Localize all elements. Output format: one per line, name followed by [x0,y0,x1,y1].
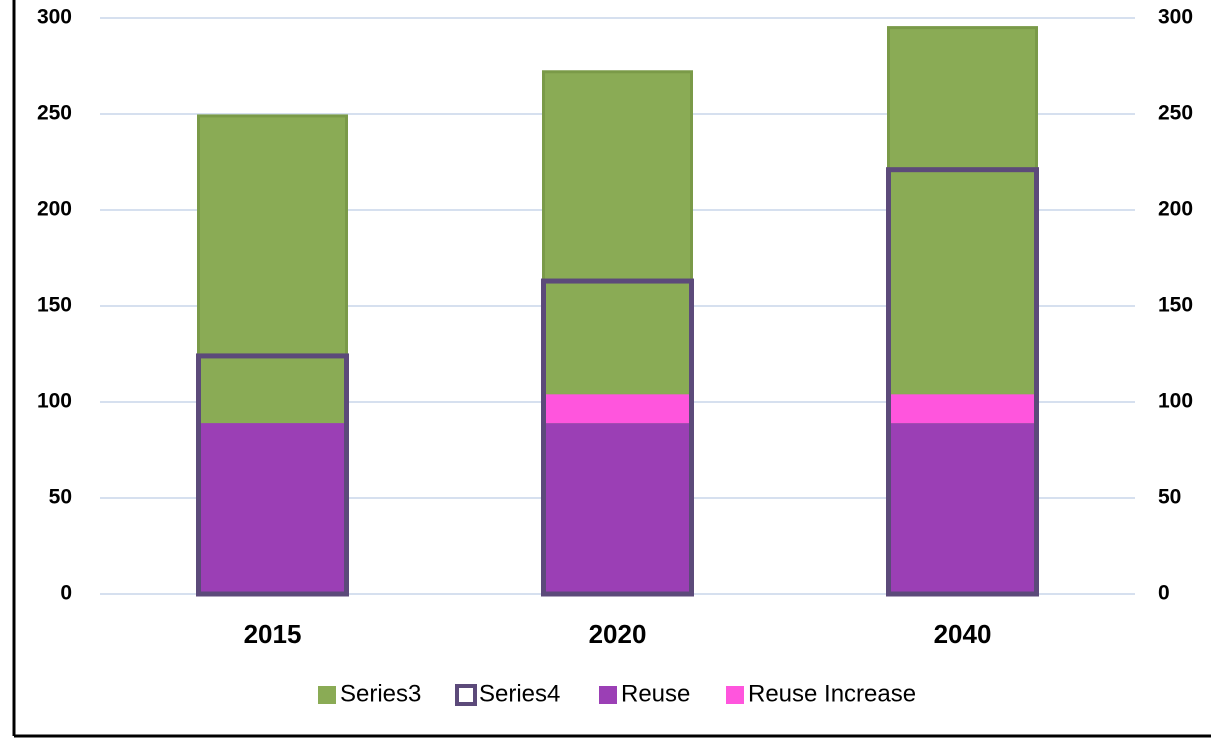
y-tick-label: 300 [37,6,72,29]
legend-label: Series4 [479,680,560,707]
x-tick-label: 2020 [589,619,647,649]
y2-tick-label: 100 [1158,390,1193,413]
bar [888,394,1037,424]
y-tick-label: 150 [37,294,72,317]
bar [196,353,349,597]
legend-label: Reuse [621,680,690,707]
bar [198,423,347,594]
x-tick-label: 2040 [934,619,992,649]
y-tick-label: 50 [49,486,72,509]
y2-tick-label: 250 [1158,102,1193,125]
x-tick-label: 2015 [244,619,302,649]
bar [543,394,692,424]
bar [886,167,1039,597]
y-tick-label: 250 [37,102,72,125]
legend-marker [318,686,336,704]
y-tick-label: 100 [37,390,72,413]
legend-label: Series3 [340,680,421,707]
y-tick-label: 0 [60,582,72,605]
y2-tick-label: 50 [1158,486,1181,509]
legend-marker [599,686,617,704]
y2-tick-label: 300 [1158,6,1193,29]
bar [541,278,694,597]
y2-tick-label: 200 [1158,198,1193,221]
legend-marker [726,686,744,704]
y2-tick-label: 0 [1158,582,1170,605]
bar [888,423,1037,594]
bar [543,423,692,594]
y-tick-label: 200 [37,198,72,221]
y2-tick-label: 150 [1158,294,1193,317]
legend-marker [455,684,477,706]
legend-label: Reuse Increase [748,680,916,707]
